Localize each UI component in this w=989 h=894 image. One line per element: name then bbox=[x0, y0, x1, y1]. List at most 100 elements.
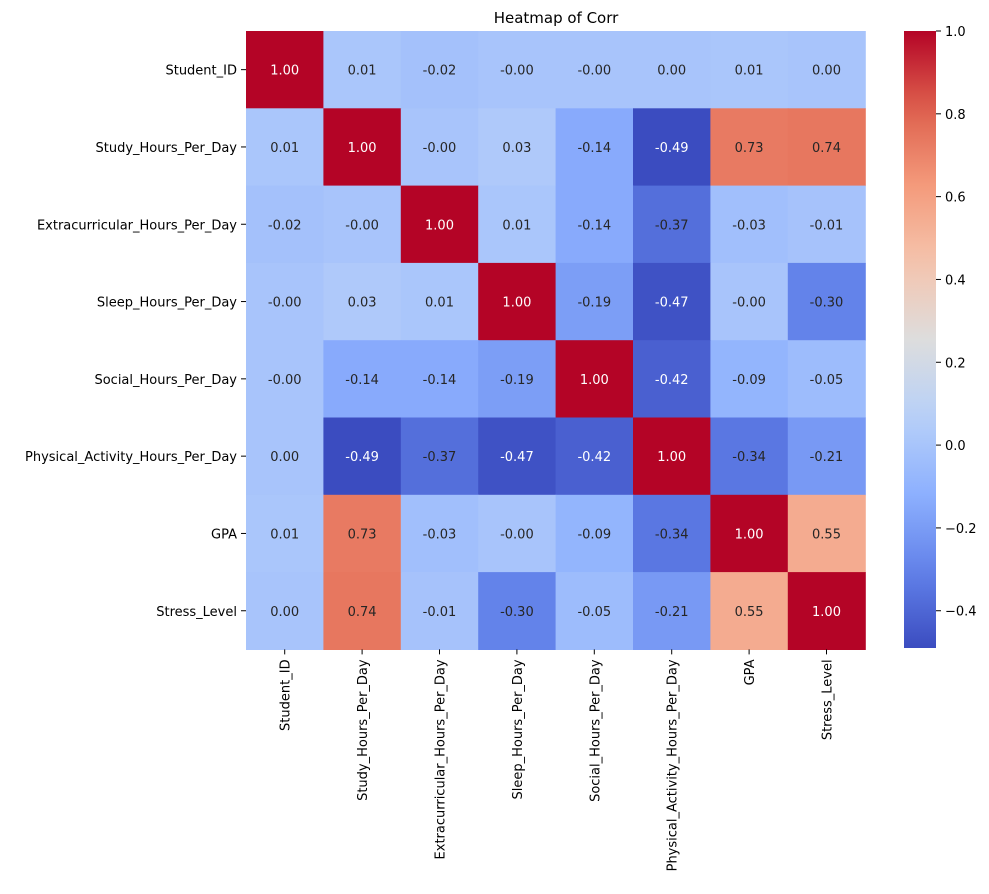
cell-value-r0-c4: -0.00 bbox=[577, 64, 611, 79]
cell-value-r1-c5: -0.49 bbox=[655, 141, 689, 156]
cell-value-r2-c6: -0.03 bbox=[732, 218, 766, 233]
y-axis-ticks: Student_ID Study_Hours_Per_Day Extracurric… bbox=[25, 64, 246, 620]
heatmap-cell-r3-c5 bbox=[633, 262, 711, 341]
heatmap-cell-r1-c3 bbox=[478, 108, 557, 187]
heatmap-cell-r2-c3 bbox=[478, 185, 557, 264]
colorbar-tick-label-0: 1.0 bbox=[945, 25, 966, 40]
cell-value-r1-c3: 0.03 bbox=[502, 141, 531, 156]
heatmap-cell-r0-c7 bbox=[787, 31, 866, 109]
heatmap-cell-r0-c5 bbox=[633, 31, 711, 109]
heatmap-cell-r6-c6 bbox=[710, 494, 789, 573]
cell-value-r2-c1: -0.00 bbox=[345, 218, 379, 233]
cell-value-r0-c1: 0.01 bbox=[348, 64, 377, 79]
x-tick-label-gpa: GPA bbox=[743, 659, 758, 685]
colorbar-tick-label-1: 0.8 bbox=[945, 108, 966, 123]
cell-value-r2-c0: -0.02 bbox=[268, 218, 302, 233]
heatmap-cell-r4-c3 bbox=[478, 340, 557, 419]
y-tick-label-physical-activity-hours-per-day: Physical_Activity_Hours_Per_Day bbox=[25, 450, 237, 465]
heatmap-cell-r7-c7 bbox=[787, 572, 866, 650]
heatmap-cell-r0-c4 bbox=[555, 31, 634, 109]
cell-value-r6-c7: 0.55 bbox=[812, 527, 841, 542]
y-tick-label-extracurricular-hours-per-day: Extracurricular_Hours_Per_Day bbox=[37, 218, 237, 233]
cell-value-r3-c2: 0.01 bbox=[425, 296, 454, 311]
cell-value-r0-c5: 0.00 bbox=[657, 64, 686, 79]
cell-value-r1-c6: 0.73 bbox=[735, 141, 764, 156]
heatmap-cell-r5-c3 bbox=[478, 417, 557, 496]
colorbar-tick-label-4: 0.2 bbox=[945, 356, 966, 371]
heatmap-cell-r5-c5 bbox=[633, 417, 711, 496]
y-tick-label-stress-level: Stress_Level bbox=[156, 605, 237, 620]
heatmap-cells bbox=[246, 31, 866, 650]
cell-value-r0-c7: 0.00 bbox=[812, 64, 841, 79]
heatmap-cell-r6-c1 bbox=[323, 494, 402, 573]
cell-value-r3-c6: -0.00 bbox=[732, 296, 766, 311]
y-tick-label-sleep-hours-per-day: Sleep_Hours_Per_Day bbox=[97, 296, 237, 311]
heatmap-cell-r6-c5 bbox=[633, 494, 711, 573]
cell-value-r4-c0: -0.00 bbox=[268, 373, 302, 388]
x-tick-label-physical-activity-hours-per-day: Physical_Activity_Hours_Per_Day bbox=[666, 659, 681, 871]
cell-value-r7-c0: 0.00 bbox=[270, 605, 299, 620]
x-tick-label-stress-level: Stress_Level bbox=[821, 659, 836, 740]
cell-value-r2-c3: 0.01 bbox=[502, 218, 531, 233]
colorbar-ticks: 1.0 0.8 0.6 0.4 0.2 0.0 −0.2 −0.4 bbox=[936, 25, 977, 620]
cell-value-r7-c4: -0.05 bbox=[577, 605, 611, 620]
cell-value-r4-c2: -0.14 bbox=[423, 373, 457, 388]
cell-value-r6-c5: -0.34 bbox=[655, 527, 689, 542]
y-tick-label-study-hours-per-day: Study_Hours_Per_Day bbox=[95, 141, 237, 156]
heatmap-cell-r0-c2 bbox=[400, 31, 479, 109]
cell-value-r5-c4: -0.42 bbox=[577, 450, 611, 465]
cell-value-r7-c1: 0.74 bbox=[348, 605, 377, 620]
heatmap-cell-r1-c4 bbox=[555, 108, 634, 187]
heatmap-annotations: 1.00 0.01 -0.02 -0.00 -0.00 0.00 0.01 0.00 0.01 1… bbox=[268, 64, 843, 620]
heatmap-cell-r3-c2 bbox=[400, 262, 479, 341]
heatmap-cell-r3-c7 bbox=[787, 262, 866, 341]
cell-value-r0-c0: 1.00 bbox=[270, 64, 299, 79]
cell-value-r4-c7: -0.05 bbox=[810, 373, 844, 388]
heatmap-cell-r7-c0 bbox=[246, 572, 324, 650]
heatmap-cell-r1-c2 bbox=[400, 108, 479, 187]
cell-value-r3-c3: 1.00 bbox=[502, 296, 531, 311]
cell-value-r2-c2: 1.00 bbox=[425, 218, 454, 233]
colorbar-tick-label-5: 0.0 bbox=[945, 439, 966, 454]
heatmap-cell-r2-c6 bbox=[710, 185, 789, 264]
heatmap-cell-r1-c5 bbox=[633, 108, 711, 187]
heatmap-cell-r3-c0 bbox=[246, 262, 324, 341]
heatmap-cell-r2-c1 bbox=[323, 185, 402, 264]
y-tick-label-student-id: Student_ID bbox=[165, 64, 237, 79]
heatmap-cell-r6-c0 bbox=[246, 494, 324, 573]
cell-value-r6-c6: 1.00 bbox=[735, 527, 764, 542]
heatmap-cell-r4-c6 bbox=[710, 340, 789, 419]
cell-value-r5-c5: 1.00 bbox=[657, 450, 686, 465]
heatmap-cell-r4-c5 bbox=[633, 340, 711, 419]
cell-value-r0-c2: -0.02 bbox=[423, 64, 457, 79]
cell-value-r5-c0: 0.00 bbox=[270, 450, 299, 465]
cell-value-r6-c2: -0.03 bbox=[423, 527, 457, 542]
cell-value-r4-c1: -0.14 bbox=[345, 373, 379, 388]
heatmap-cell-r1-c0 bbox=[246, 108, 324, 187]
heatmap-cell-r7-c6 bbox=[710, 572, 789, 650]
heatmap-cell-r4-c4 bbox=[555, 340, 634, 419]
cell-value-r3-c0: -0.00 bbox=[268, 296, 302, 311]
heatmap-cell-r0-c6 bbox=[710, 31, 789, 109]
heatmap-cell-r3-c3 bbox=[478, 262, 557, 341]
heatmap-cell-r3-c1 bbox=[323, 262, 402, 341]
cell-value-r1-c1: 1.00 bbox=[348, 141, 377, 156]
cell-value-r7-c7: 1.00 bbox=[812, 605, 841, 620]
heatmap-cell-r6-c7 bbox=[787, 494, 866, 573]
cell-value-r3-c7: -0.30 bbox=[810, 296, 844, 311]
cell-value-r3-c1: 0.03 bbox=[348, 296, 377, 311]
cell-value-r7-c3: -0.30 bbox=[500, 605, 534, 620]
heatmap-cell-r1-c7 bbox=[787, 108, 866, 187]
heatmap-cell-r7-c2 bbox=[400, 572, 479, 650]
cell-value-r7-c6: 0.55 bbox=[735, 605, 764, 620]
heatmap-cell-r4-c0 bbox=[246, 340, 324, 419]
cell-value-r2-c5: -0.37 bbox=[655, 218, 689, 233]
cell-value-r4-c6: -0.09 bbox=[732, 373, 766, 388]
cell-value-r1-c2: -0.00 bbox=[423, 141, 457, 156]
colorbar-tick-label-3: 0.4 bbox=[945, 273, 966, 288]
cell-value-r0-c6: 0.01 bbox=[735, 64, 764, 79]
colorbar-tick-label-6: −0.2 bbox=[945, 522, 977, 537]
x-tick-label-student-id: Student_ID bbox=[279, 659, 294, 731]
heatmap-cell-r6-c3 bbox=[478, 494, 557, 573]
